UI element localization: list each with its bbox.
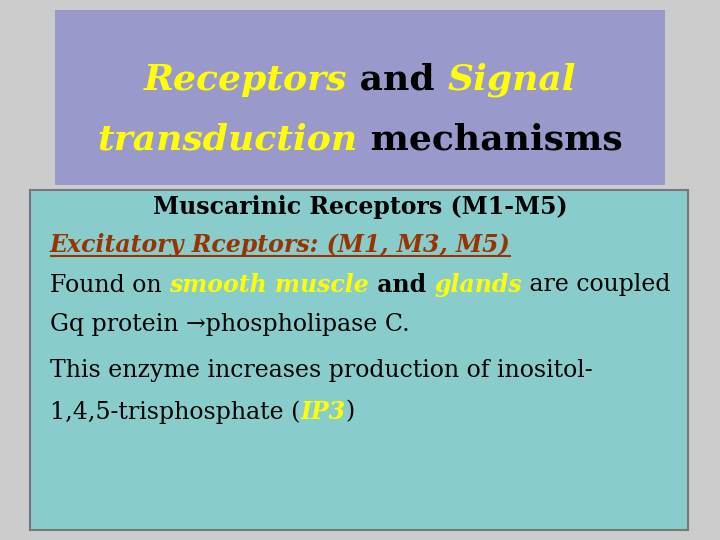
Text: This enzyme increases production of inositol-: This enzyme increases production of inos… bbox=[50, 359, 593, 381]
Text: Found on: Found on bbox=[50, 273, 169, 296]
Text: and: and bbox=[369, 273, 434, 297]
Text: Gq protein →phospholipase C.: Gq protein →phospholipase C. bbox=[50, 314, 410, 336]
Text: IP3: IP3 bbox=[300, 400, 346, 424]
Text: Receptors: Receptors bbox=[144, 63, 347, 97]
Text: transduction: transduction bbox=[98, 123, 358, 157]
Text: Excitatory Rceptors: (M1, M3, M5): Excitatory Rceptors: (M1, M3, M5) bbox=[50, 233, 510, 257]
FancyBboxPatch shape bbox=[55, 10, 665, 185]
Text: Signal: Signal bbox=[448, 63, 576, 97]
Text: glands: glands bbox=[434, 273, 522, 297]
FancyBboxPatch shape bbox=[30, 190, 688, 530]
Text: are coupled: are coupled bbox=[522, 273, 670, 296]
Text: and: and bbox=[347, 63, 448, 97]
Text: smooth muscle: smooth muscle bbox=[169, 273, 369, 297]
Text: mechanisms: mechanisms bbox=[358, 123, 622, 157]
Text: ): ) bbox=[346, 401, 355, 423]
Text: Muscarinic Receptors (M1-M5): Muscarinic Receptors (M1-M5) bbox=[153, 195, 567, 219]
Text: 1,4,5-trisphosphate (: 1,4,5-trisphosphate ( bbox=[50, 400, 300, 424]
